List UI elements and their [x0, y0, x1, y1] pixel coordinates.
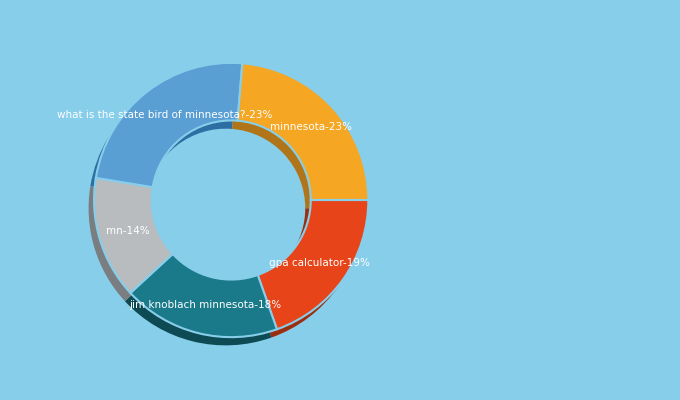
Wedge shape: [252, 208, 363, 338]
Wedge shape: [131, 254, 277, 337]
Wedge shape: [96, 63, 242, 187]
Wedge shape: [94, 178, 173, 293]
Text: what is the state bird of minnesota?-23%: what is the state bird of minnesota?-23%: [56, 110, 272, 120]
Text: mn-14%: mn-14%: [105, 226, 149, 236]
Wedge shape: [232, 72, 363, 208]
Wedge shape: [125, 262, 271, 345]
Text: jim knoblach minnesota-18%: jim knoblach minnesota-18%: [129, 300, 282, 310]
Wedge shape: [258, 200, 369, 329]
Wedge shape: [88, 186, 167, 301]
Wedge shape: [90, 71, 237, 196]
Wedge shape: [237, 63, 369, 200]
Text: gpa calculator-19%: gpa calculator-19%: [269, 258, 370, 268]
Text: minnesota-23%: minnesota-23%: [270, 122, 352, 132]
